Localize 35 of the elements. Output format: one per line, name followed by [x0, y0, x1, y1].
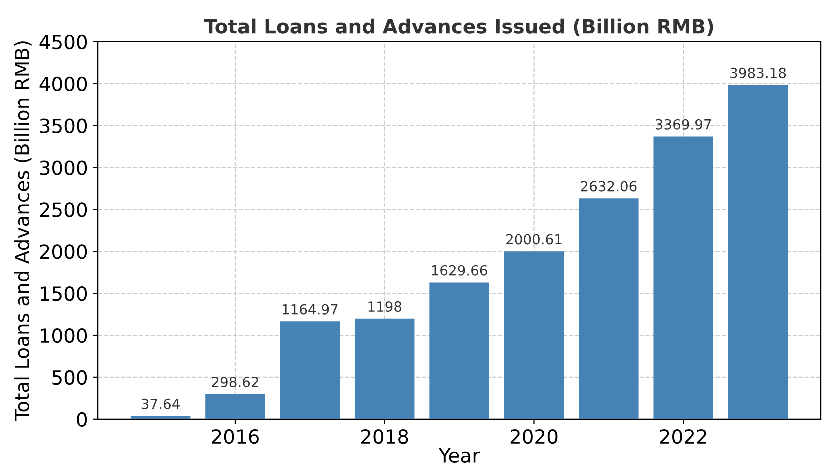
data-label: 1164.97 [282, 304, 338, 315]
data-label: 37.64 [142, 398, 180, 410]
y-tick-label: 3500 [40, 118, 88, 134]
x-tick-label: 2020 [510, 429, 558, 444]
data-label: 1629.66 [432, 265, 488, 276]
bar [206, 394, 266, 420]
bar [130, 416, 191, 420]
x-tick-label: 2016 [212, 429, 259, 444]
data-label: 1198 [368, 302, 402, 312]
data-label: 2632.06 [581, 181, 637, 192]
y-tick-label: 4000 [40, 76, 88, 92]
y-axis-title: Total Loans and Advances (Billion RMB) [14, 42, 32, 422]
y-tick-label: 500 [52, 370, 88, 386]
x-tick-label: 2022 [660, 429, 706, 444]
bar [728, 85, 788, 420]
y-tick-label: 2000 [40, 244, 88, 260]
data-label: 3983.18 [730, 68, 786, 78]
bar [504, 252, 564, 420]
y-tick-label: 1500 [40, 286, 88, 302]
y-tick-label: 4500 [40, 34, 88, 50]
data-label: 298.62 [212, 376, 258, 388]
bar [354, 318, 415, 420]
x-tick-label: 2018 [362, 429, 408, 444]
bar [280, 322, 340, 420]
data-label: 3369.97 [656, 119, 712, 130]
chart-title: Total Loans and Advances Issued (Billion RMB) [204, 18, 714, 36]
y-tick-label: 1000 [40, 328, 88, 344]
y-tick-label: 3000 [40, 160, 88, 176]
x-axis-title: Year [438, 448, 480, 463]
bar [430, 282, 490, 420]
bar [579, 198, 639, 420]
data-label: 2000.61 [506, 234, 562, 245]
bar [654, 136, 714, 420]
y-tick-label: 2500 [40, 202, 88, 218]
y-tick-label: 0 [77, 412, 88, 428]
